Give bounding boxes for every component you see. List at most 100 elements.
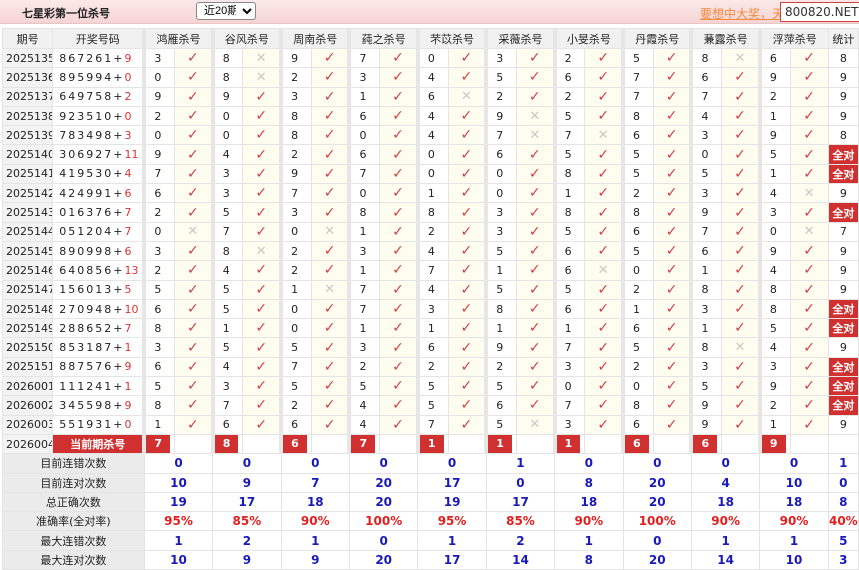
empty-cell [310,433,350,455]
special-number: 0 [124,109,132,123]
stats-label: 最大连对次数 [2,549,145,570]
kill-number: 0 [415,163,449,185]
promo-link[interactable]: 要想中大奖，天 [700,7,785,21]
draw-numbers-cell: 649758+2 [52,86,145,107]
check-icon: ✓ [460,397,473,414]
kill-number: 4 [757,337,791,358]
draw-numbers: 345598 [59,398,114,412]
kill-number: 8 [757,298,791,320]
plus-sign: + [113,167,125,181]
kill-number: 2 [279,260,312,281]
check-icon: ✓ [460,339,473,356]
result-cell: ✓ [242,202,282,223]
check-icon: ✓ [323,358,336,375]
kill-number: 7 [415,260,449,281]
kill-number: 4 [415,67,449,88]
check-icon: ✓ [597,320,610,337]
empty-cell [652,433,692,455]
kill-number: 0 [484,163,517,185]
check-icon: ✓ [734,108,746,125]
kill-number: 0 [552,376,586,397]
issue-cell: 2025139 [1,125,54,146]
result-cell: ✓ [789,356,829,378]
kill-number: 5 [689,376,723,397]
plus-sign: + [113,244,125,258]
plus-sign: + [113,70,125,84]
result-cell: ✓ [447,105,487,127]
kill-number: 5 [621,144,654,165]
issue-cell: 2026004 [1,433,54,455]
check-icon: ✓ [460,223,473,240]
kill-number: 3 [347,67,381,88]
stats-value: 1 [485,453,556,474]
special-number: 7 [124,225,132,239]
check-icon: ✓ [186,320,199,337]
header-draw: 开奖号码 [52,28,145,49]
current-row: 2026004 当前期杀号 7 8 6 7 1 1 1 6 6 9 [1,433,859,455]
check-icon: ✓ [323,69,336,86]
kill-number: 1 [142,414,175,435]
result-cell: ✕ [721,337,761,358]
kill-number: 6 [552,67,586,88]
kill-number: 8 [279,125,312,146]
result-cell: ✓ [721,202,761,223]
issue-cell: 2025148 [1,298,54,320]
kill-number: 5 [279,376,312,397]
result-cell: ✓ [584,202,624,223]
stats-value: 17 [417,472,487,493]
kill-number-table: 期号 开奖号码 鸿雁杀号 谷风杀号 周南杀号 莼之杀号 芣苡杀号 采薇杀号 小旻杀号 丹霞杀号 蒹露… [1,28,859,570]
check-icon: ✓ [734,185,746,202]
kill-number: 3 [415,298,449,320]
cross-icon: ✕ [255,243,267,259]
result-cell: ✓ [652,47,692,69]
result-cell: ✓ [515,337,556,358]
check-icon: ✓ [255,416,268,433]
kill-number: 1 [347,260,381,281]
kill-number: 0 [210,125,244,146]
check-icon: ✓ [255,223,268,240]
result-cell: ✓ [242,298,282,320]
check-icon: ✓ [597,281,610,298]
kill-number: 3 [757,356,791,378]
check-icon: ✓ [528,165,541,182]
check-icon: ✓ [734,88,746,105]
result-cell: ✓ [447,240,487,262]
check-icon: ✓ [597,223,610,240]
result-cell: ✓ [310,105,350,127]
check-icon: ✓ [597,50,610,67]
result-cell: ✕ [789,221,829,242]
check-icon: ✓ [803,165,815,182]
current-label: 当前期杀号 [52,433,145,455]
result-cell: ✓ [652,395,692,416]
stat-cell: 9 [827,337,859,358]
result-cell: ✕ [515,414,556,435]
result-cell: ✓ [447,376,487,397]
result-cell: ✓ [515,144,556,165]
result-cell: ✓ [173,298,214,320]
header-expert: 蒹露杀号 [689,28,761,49]
check-icon: ✓ [665,165,678,182]
result-cell: ✓ [379,125,419,146]
check-icon: ✓ [734,397,746,414]
check-icon: ✓ [323,262,336,279]
check-icon: ✓ [186,281,199,298]
kill-number: 3 [142,47,175,69]
check-icon: ✓ [186,397,199,414]
kill-number: 3 [484,202,517,223]
current-kill-number-cell: 7 [347,433,381,455]
check-icon: ✓ [665,397,678,414]
result-cell: ✓ [447,414,487,435]
result-cell: ✓ [242,356,282,378]
kill-number: 8 [142,318,175,339]
issue-cell: 2025136 [1,67,54,88]
period-select[interactable]: 近20期 [196,2,256,20]
check-icon: ✓ [460,127,473,144]
result-cell: ✓ [310,47,350,69]
issue-cell: 2025138 [1,105,54,127]
result-cell: ✕ [515,105,556,127]
kill-number: 8 [347,202,381,223]
check-icon: ✓ [803,320,815,337]
check-icon: ✓ [392,358,404,375]
stats-value: 0 [622,530,692,551]
special-number: 9 [124,398,132,412]
